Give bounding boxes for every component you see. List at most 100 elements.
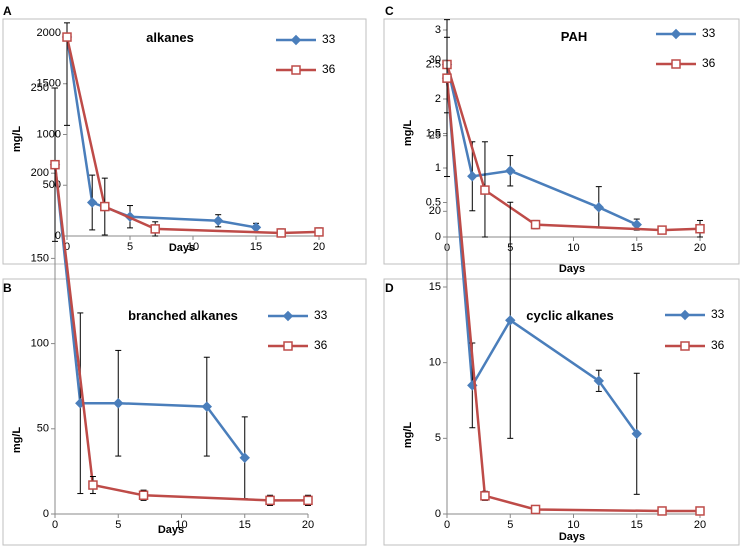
y-tick-label: 25 xyxy=(429,130,441,142)
series-36 xyxy=(50,87,313,506)
y-tick-label: 150 xyxy=(31,252,49,264)
panel-letter: A xyxy=(3,4,12,18)
legend: 33 36 xyxy=(268,308,328,352)
panel-letter: B xyxy=(3,281,12,295)
legend-label-36: 36 xyxy=(322,62,336,76)
panel-letter: D xyxy=(385,281,394,295)
data-point-36 xyxy=(480,185,490,195)
data-point-33 xyxy=(201,401,213,412)
y-tick-label: 0 xyxy=(55,230,61,242)
legend-label-36: 36 xyxy=(314,338,328,352)
x-axis-title: Days xyxy=(559,531,585,543)
data-point-36 xyxy=(695,506,705,516)
data-point-36 xyxy=(442,73,452,83)
x-tick-label: 20 xyxy=(313,241,325,253)
legend-marker-33 xyxy=(670,28,682,40)
legend-marker-36 xyxy=(291,65,301,75)
data-point-33 xyxy=(113,398,124,409)
y-tick-label: 2 xyxy=(435,93,441,105)
legend-label-36: 36 xyxy=(702,56,716,70)
x-tick-label: 10 xyxy=(175,519,187,531)
x-tick-label: 15 xyxy=(631,519,643,531)
legend-marker-36 xyxy=(671,59,681,69)
legend-marker-33 xyxy=(290,34,302,46)
chart-panel-D: D 0 5 10 15 20 25 30 0 5 10 15 20 Days mg/L cyclic alka… xyxy=(383,36,740,546)
x-tick-label: 0 xyxy=(444,519,450,531)
data-point-33 xyxy=(505,165,516,176)
y-tick-label: 250 xyxy=(31,82,49,94)
data-point-36 xyxy=(62,32,72,42)
y-tick-label: 50 xyxy=(37,423,49,435)
y-tick-label: 1.5 xyxy=(426,127,441,139)
data-point-36 xyxy=(695,223,705,234)
x-tick-label: 5 xyxy=(115,519,121,531)
x-tick-label: 20 xyxy=(302,519,314,531)
y-axis-title: mg/L xyxy=(11,126,23,153)
y-axis-title: mg/L xyxy=(402,422,414,449)
y-tick-label: 30 xyxy=(429,54,441,66)
series-36 xyxy=(442,19,705,238)
data-point-33 xyxy=(631,428,642,440)
series-36 xyxy=(442,36,705,516)
data-point-36 xyxy=(303,495,313,506)
x-tick-label: 0 xyxy=(64,241,70,253)
data-point-36 xyxy=(530,219,541,230)
legend-label-33: 33 xyxy=(702,26,716,40)
y-tick-label: 1000 xyxy=(37,128,61,140)
chart-title: branched alkanes xyxy=(128,308,238,323)
x-axis-title: Days xyxy=(158,524,184,536)
panel-letter: C xyxy=(385,4,394,18)
legend-marker-36 xyxy=(283,341,293,351)
legend-label-33: 33 xyxy=(322,32,336,46)
x-tick-label: 10 xyxy=(187,241,199,253)
data-point-36 xyxy=(150,224,160,234)
chart-frame xyxy=(383,278,740,546)
y-tick-label: 2.5 xyxy=(426,58,441,70)
data-point-36 xyxy=(100,201,110,212)
y-tick-label: 0.5 xyxy=(426,196,441,208)
y-tick-label: 20 xyxy=(429,205,441,217)
x-tick-label: 15 xyxy=(239,519,251,531)
legend-marker-33 xyxy=(282,310,294,322)
data-point-33 xyxy=(593,202,605,213)
x-tick-label: 5 xyxy=(507,519,513,531)
x-tick-label: 10 xyxy=(567,242,579,254)
x-tick-label: 15 xyxy=(631,242,643,254)
legend: 33 36 xyxy=(665,307,725,352)
legend: 33 36 xyxy=(656,26,716,70)
legend-label-33: 33 xyxy=(314,308,328,322)
legend-label-33: 33 xyxy=(711,307,725,321)
x-axis-title: Days xyxy=(169,242,195,254)
data-point-36 xyxy=(265,495,275,506)
y-tick-label: 5 xyxy=(435,432,441,444)
y-tick-label: 15 xyxy=(429,281,441,293)
y-tick-label: 2000 xyxy=(37,27,61,39)
chart-title: cyclic alkanes xyxy=(526,308,613,323)
series-36 xyxy=(62,22,324,238)
y-tick-label: 3 xyxy=(435,24,441,36)
data-point-36 xyxy=(88,480,98,490)
data-point-33 xyxy=(593,375,605,387)
x-tick-label: 5 xyxy=(127,241,133,253)
legend-marker-33 xyxy=(679,309,691,321)
x-tick-label: 10 xyxy=(567,519,579,531)
chart-title: alkanes xyxy=(146,30,194,45)
y-tick-label: 0 xyxy=(43,508,49,520)
data-point-33 xyxy=(212,215,224,226)
x-tick-label: 20 xyxy=(694,242,706,254)
y-axis-title: mg/L xyxy=(11,427,23,454)
chart-frame xyxy=(2,18,367,265)
data-point-36 xyxy=(138,490,149,501)
x-tick-label: 15 xyxy=(250,241,262,253)
data-point-36 xyxy=(276,228,286,238)
data-point-36 xyxy=(530,504,541,515)
legend-label-36: 36 xyxy=(711,338,725,352)
y-tick-label: 1 xyxy=(435,162,441,174)
x-axis-title: Days xyxy=(559,263,585,275)
data-point-36 xyxy=(50,159,60,170)
y-tick-label: 0 xyxy=(435,508,441,520)
y-tick-label: 10 xyxy=(429,357,441,369)
